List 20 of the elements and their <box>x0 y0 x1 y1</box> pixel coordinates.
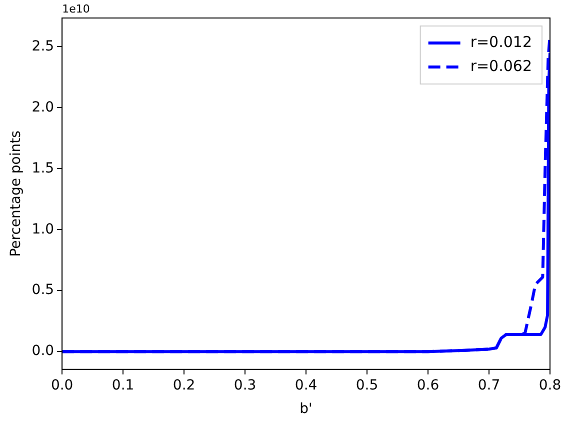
y-tick-label: 1.0 <box>32 221 54 238</box>
y-tick-label: 0.5 <box>32 282 54 298</box>
x-tick-label: 0.1 <box>112 377 134 394</box>
legend-label: r=0.062 <box>470 56 532 75</box>
x-tick-label: 0.4 <box>294 377 318 394</box>
x-tick-label: 0.2 <box>172 377 196 394</box>
x-tick-label: 0.3 <box>234 377 256 394</box>
y-tick-label: 2.0 <box>32 99 54 116</box>
x-tick-label: 0.7 <box>478 377 500 394</box>
x-tick-label: 0.5 <box>356 377 378 394</box>
x-tick-label: 0.6 <box>416 377 440 394</box>
y-tick-label: 0.0 <box>32 343 54 360</box>
x-tick-label: 0.0 <box>50 377 74 394</box>
y-tick-label: 1.5 <box>32 160 54 176</box>
x-tick-label: 0.8 <box>538 377 562 394</box>
legend-label: r=0.012 <box>470 32 532 51</box>
text: 1e10 <box>62 2 90 16</box>
y-axis-title: Percentage points <box>8 130 24 257</box>
y-tick-label: 2.5 <box>32 38 54 54</box>
x-axis-title: b' <box>300 401 312 418</box>
